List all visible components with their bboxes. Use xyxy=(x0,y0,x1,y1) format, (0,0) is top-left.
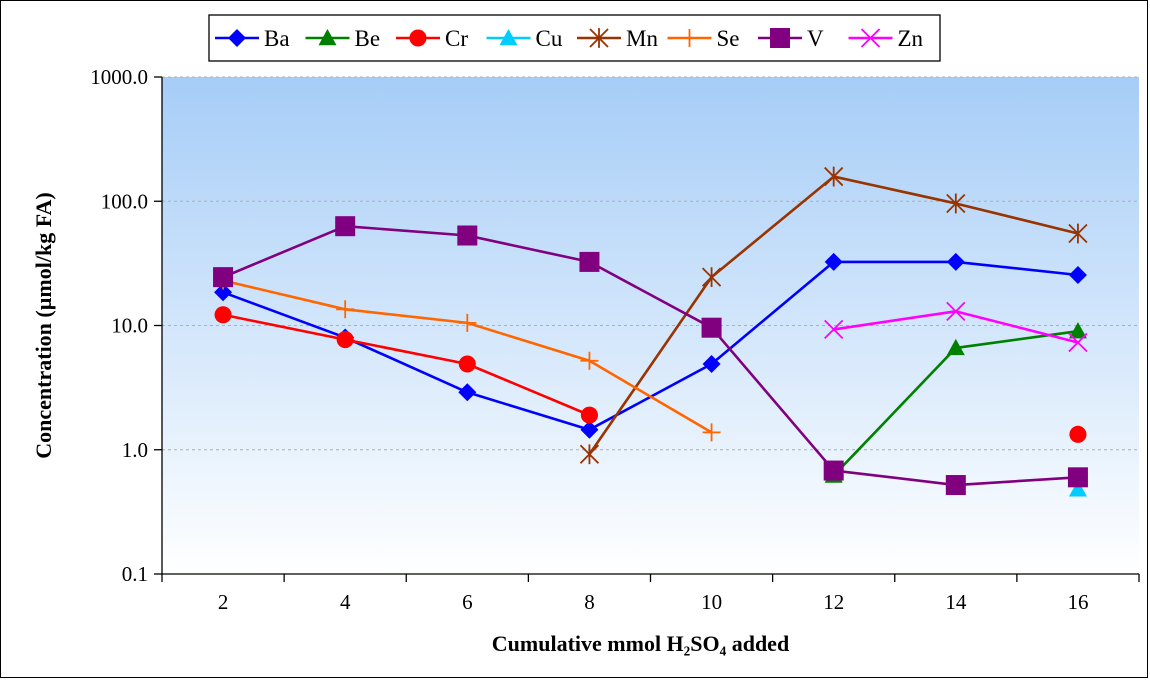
point-ba xyxy=(946,252,965,271)
x-tick-label: 8 xyxy=(584,590,595,614)
point-mn xyxy=(946,193,966,214)
legend-marker-v xyxy=(770,28,790,48)
legend-label: Cr xyxy=(445,26,468,51)
legend-item-zn: Zn xyxy=(848,26,924,51)
legend-marker-be xyxy=(318,29,337,46)
point-v xyxy=(945,475,966,496)
point-zn xyxy=(824,319,844,340)
point-mn xyxy=(579,444,600,465)
legend-item-cu: Cu xyxy=(486,26,563,51)
point-cr xyxy=(458,355,476,373)
legend-item-ba: Ba xyxy=(215,26,290,51)
x-tick-label: 16 xyxy=(1067,590,1088,614)
series-line-v xyxy=(222,224,1079,487)
point-v xyxy=(213,267,234,288)
legend-item-v: V xyxy=(758,26,824,51)
point-cr xyxy=(214,306,232,324)
y-tick-label: 100.0 xyxy=(101,189,148,213)
x-tick-label: 4 xyxy=(340,590,351,614)
point-cr xyxy=(580,406,598,424)
point-ba xyxy=(580,420,599,439)
x-tick-label: 10 xyxy=(701,590,722,614)
legend-label: Ba xyxy=(264,26,290,51)
series-cr xyxy=(214,306,1087,443)
series-v xyxy=(213,216,1088,496)
y-axis-title: Concentration (µmol/kg FA) xyxy=(31,192,56,458)
series-zn xyxy=(824,301,1088,353)
tick-labels: 0.1 1.0 10.0 100.0 1000.0 2 4 6 8 10 12 14 16 xyxy=(90,65,1088,614)
point-se xyxy=(702,423,721,442)
point-v xyxy=(335,216,356,237)
point-zn xyxy=(946,301,966,321)
point-ba xyxy=(824,252,843,271)
legend-marker-cu xyxy=(499,29,518,46)
legend-item-se: Se xyxy=(667,26,740,51)
point-ba xyxy=(214,283,233,302)
point-zn xyxy=(1068,332,1088,353)
y-tick-label: 1.0 xyxy=(122,438,148,462)
point-se xyxy=(580,351,599,370)
point-v xyxy=(701,317,722,338)
point-v xyxy=(1067,467,1088,488)
x-tick-label: 14 xyxy=(945,590,967,614)
legend-marker-cr xyxy=(409,29,427,47)
legend-label: Se xyxy=(717,26,740,51)
series-cu xyxy=(1068,480,1087,497)
x-tick-label: 6 xyxy=(462,590,473,614)
y-tick-label: 0.1 xyxy=(122,562,148,586)
legend: Ba Be Cr Cu Mn Se V Zn xyxy=(208,14,941,62)
series-mn xyxy=(579,166,1088,465)
x-tick-label: 2 xyxy=(218,590,229,614)
y-tick-label: 10.0 xyxy=(111,314,148,338)
point-ba xyxy=(702,354,721,373)
legend-label: Mn xyxy=(626,26,658,51)
x-axis-title: Cumulative mmol H₂SO₄ added xyxy=(492,631,789,656)
point-ba xyxy=(1068,265,1087,284)
series-line-cr xyxy=(222,313,590,417)
point-mn xyxy=(1068,223,1088,244)
legend-label: V xyxy=(807,26,824,51)
point-v xyxy=(823,460,844,481)
legend-marker-zn xyxy=(860,28,881,48)
legend-label: Zn xyxy=(898,26,924,51)
point-ba xyxy=(458,383,477,402)
legend-marker-se xyxy=(680,29,699,47)
point-be xyxy=(1068,322,1087,339)
point-se xyxy=(458,313,477,332)
gridlines xyxy=(162,76,1139,451)
legend-item-cr: Cr xyxy=(396,26,468,51)
point-mn xyxy=(824,166,844,187)
legend-label: Be xyxy=(355,26,381,51)
legend-marker-mn xyxy=(589,28,609,48)
point-v xyxy=(579,251,600,272)
point-be xyxy=(946,338,965,356)
point-cr xyxy=(336,331,354,349)
axes xyxy=(154,76,1140,582)
point-mn xyxy=(701,267,722,288)
series-group xyxy=(213,166,1088,497)
x-tick-label: 12 xyxy=(823,590,844,614)
legend-item-mn: Mn xyxy=(577,26,658,51)
point-cr xyxy=(1069,425,1087,443)
point-se xyxy=(336,300,355,319)
legend-marker-ba xyxy=(228,29,246,47)
legend-item-be: Be xyxy=(305,26,381,51)
legend-label: Cu xyxy=(536,26,563,51)
point-v xyxy=(457,225,478,246)
point-cu xyxy=(1068,480,1087,497)
y-tick-label: 1000.0 xyxy=(90,65,148,89)
